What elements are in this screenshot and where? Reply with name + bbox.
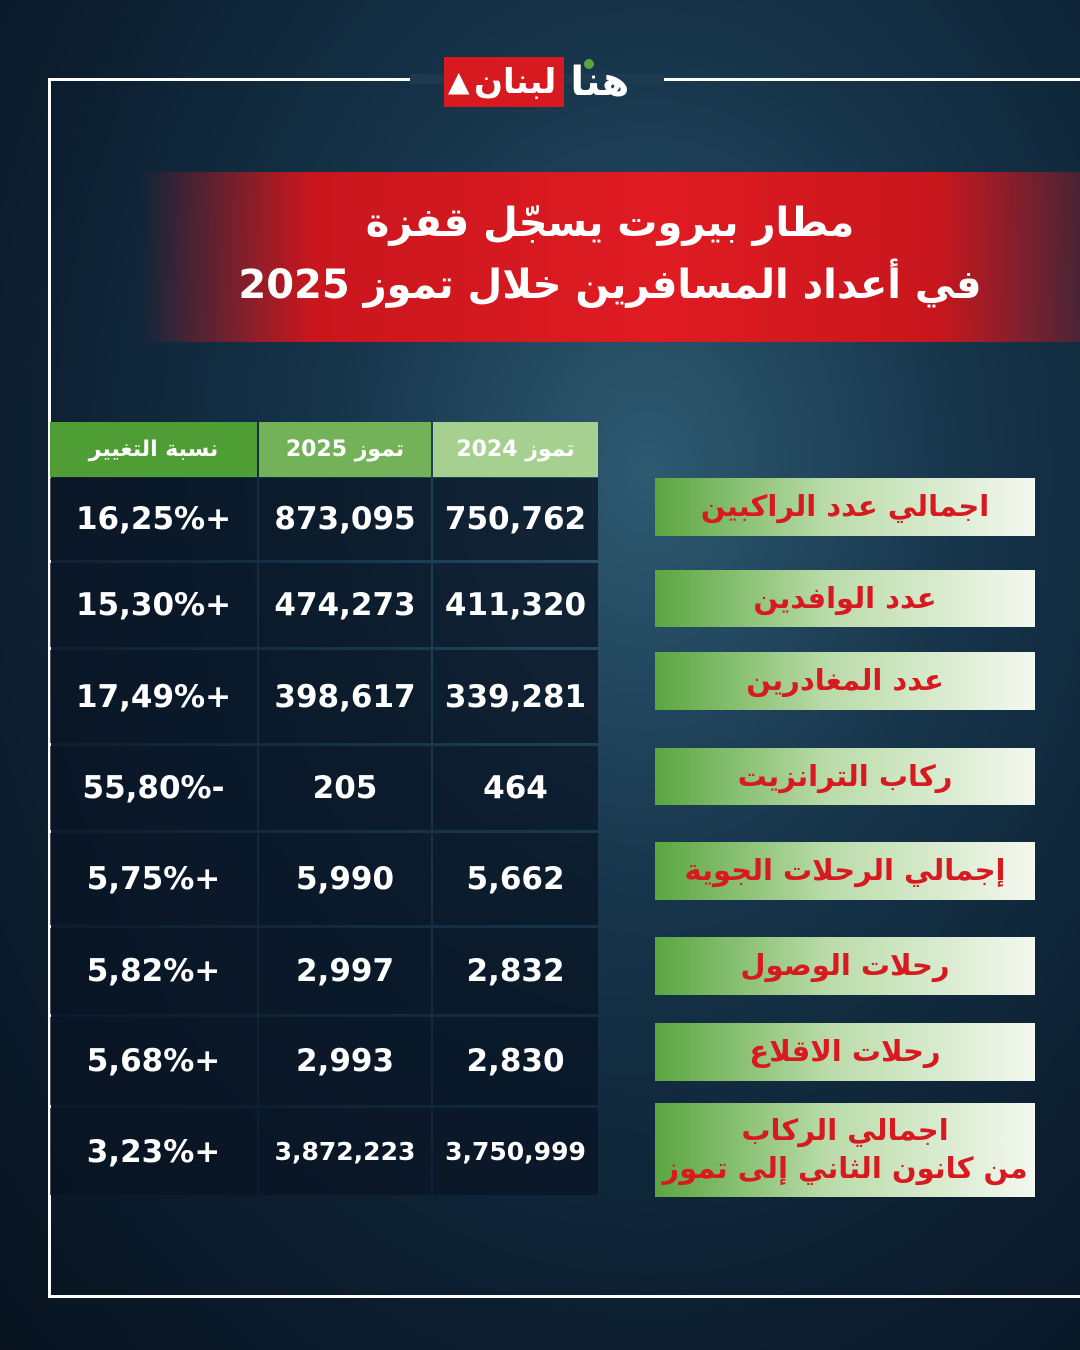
cell-y2024: 411,320 — [433, 563, 598, 647]
row-label: اجمالي عدد الراكبين — [655, 478, 1035, 536]
row-label: عدد المغادرين — [655, 652, 1035, 710]
row-label-text-2: من كانون الثاني إلى تموز — [662, 1151, 1028, 1185]
header-change: نسبة التغيير — [50, 422, 257, 477]
cedar-icon: ▲ — [448, 65, 470, 98]
row-label-text: عدد الوافدين — [753, 580, 937, 615]
cell-change: 5,68%+ — [50, 1017, 257, 1105]
cell-y2024: 5,662 — [433, 833, 598, 925]
cell-y2025: 398,617 — [259, 650, 431, 743]
cell-change: 3,23%+ — [50, 1108, 257, 1195]
header-2025: تموز 2025 — [259, 422, 431, 477]
cell-y2024: 3,750,999 — [433, 1108, 598, 1195]
row-label-text: اجمالي عدد الراكبين — [700, 489, 990, 524]
cell-y2024: 2,830 — [433, 1017, 598, 1105]
logo-text-lebanon: لبنان — [474, 62, 557, 102]
cell-y2025: 873,095 — [259, 478, 431, 560]
row-label-text: رحلات الاقلاع — [749, 1034, 941, 1069]
cell-y2025: 5,990 — [259, 833, 431, 925]
cell-change: 15,30%+ — [50, 563, 257, 647]
row-label-text: اجمالي الركاب — [741, 1113, 949, 1148]
row-label: رحلات الوصول — [655, 937, 1035, 995]
cell-y2024: 464 — [433, 746, 598, 830]
cell-y2025: 3,872,223 — [259, 1108, 431, 1195]
title-line-2: في أعداد المسافرين خلال تموز 2025 — [238, 262, 982, 308]
header-2024: تموز 2024 — [433, 422, 598, 477]
cell-change: 17,49%+ — [50, 650, 257, 743]
cell-y2024: 750,762 — [433, 478, 598, 560]
cell-change: 5,82%+ — [50, 928, 257, 1014]
cell-change: 5,75%+ — [50, 833, 257, 925]
cell-y2025: 2,997 — [259, 928, 431, 1014]
row-label: عدد الوافدين — [655, 570, 1035, 627]
row-label-text: إجمالي الرحلات الجوية — [684, 853, 1006, 888]
row-label: اجمالي الركاب من كانون الثاني إلى تموز — [655, 1103, 1035, 1197]
row-label-text: رحلات الوصول — [740, 948, 950, 983]
cell-y2025: 205 — [259, 746, 431, 830]
cell-change: 55,80%- — [50, 746, 257, 830]
cell-y2024: 339,281 — [433, 650, 598, 743]
logo: ▲ لبنان هنا — [444, 56, 629, 108]
title-line-1: مطار بيروت يسجّل قفزة — [365, 200, 855, 246]
title-banner: مطار بيروت يسجّل قفزة في أعداد المسافرين… — [140, 172, 1080, 342]
row-label-text: عدد المغادرين — [746, 663, 944, 698]
row-label: ركاب الترانزيت — [655, 748, 1035, 805]
logo-text-huna: هنا — [570, 59, 630, 105]
cell-y2025: 2,993 — [259, 1017, 431, 1105]
row-label: إجمالي الرحلات الجوية — [655, 842, 1035, 900]
cell-y2024: 2,832 — [433, 928, 598, 1014]
row-label-text: ركاب الترانزيت — [737, 758, 953, 793]
row-label: رحلات الاقلاع — [655, 1023, 1035, 1081]
cell-change: 16,25%+ — [50, 478, 257, 560]
cell-y2025: 474,273 — [259, 563, 431, 647]
